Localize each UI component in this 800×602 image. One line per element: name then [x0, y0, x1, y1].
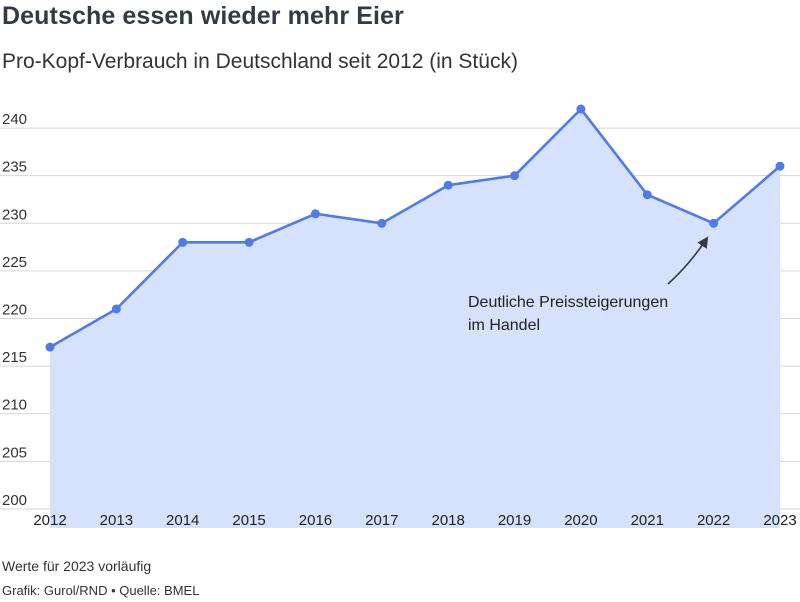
annotation: Deutliche Preissteigerungen im Handel — [468, 236, 709, 334]
area-layer — [50, 109, 780, 529]
data-point-2021 — [642, 190, 652, 200]
x-tick-label: 2020 — [564, 512, 597, 529]
footer-note: Werte für 2023 vorläufig — [2, 558, 152, 574]
point-layer — [45, 104, 785, 352]
x-tick-label: 2013 — [100, 512, 133, 529]
data-point-2012 — [45, 342, 55, 352]
data-point-2013 — [111, 304, 121, 314]
chart-title: Deutsche essen wieder mehr Eier — [2, 2, 404, 30]
x-tick-label: 2012 — [33, 512, 66, 529]
data-point-2018 — [443, 180, 453, 190]
annotation-text: Deutliche Preissteigerungen — [468, 294, 668, 311]
footer-source: Grafik: Gurol/RND • Quelle: BMEL — [2, 583, 200, 598]
y-tick-label: 205 — [2, 444, 27, 461]
x-tick-label: 2016 — [299, 512, 332, 529]
x-tick-label: 2022 — [697, 512, 730, 529]
data-point-2014 — [178, 237, 188, 247]
x-tick-label: 2021 — [631, 512, 664, 529]
line-layer — [49, 107, 781, 349]
data-point-2023 — [775, 161, 785, 171]
data-point-2020 — [576, 104, 586, 114]
x-tick-label: 2015 — [232, 512, 265, 529]
data-point-2016 — [310, 209, 320, 219]
y-tick-label: 220 — [2, 302, 27, 319]
y-tick-label: 225 — [2, 254, 27, 271]
x-tick-label: 2018 — [431, 512, 464, 529]
y-tick-label: 210 — [2, 397, 27, 414]
y-tick-label: 240 — [2, 111, 27, 128]
data-point-2022 — [709, 218, 719, 228]
y-tick-label: 215 — [2, 349, 27, 366]
x-tick-label: 2014 — [166, 512, 199, 529]
annotation-text: im Handel — [468, 317, 540, 334]
y-tick-label: 200 — [2, 492, 27, 509]
data-point-2019 — [510, 171, 520, 181]
annotation-arrow — [667, 236, 709, 285]
x-tick-label: 2017 — [365, 512, 398, 529]
area-fill — [50, 109, 780, 529]
y-axis-ticks: 200 205 210 215 220 225 230 235 240 — [2, 111, 27, 509]
y-tick-label: 230 — [2, 206, 27, 223]
series-line — [49, 107, 781, 349]
y-tick-label: 235 — [2, 159, 27, 176]
data-point-2017 — [377, 218, 387, 228]
x-tick-label: 2023 — [763, 512, 796, 529]
x-tick-label: 2019 — [498, 512, 531, 529]
x-axis-ticks: 2012 2013 2014 2015 2016 2017 2018 2019 2020 2021… — [33, 512, 796, 529]
data-point-2015 — [244, 237, 254, 247]
chart-subtitle: Pro-Kopf-Verbrauch in Deutschland seit 2… — [2, 50, 518, 73]
